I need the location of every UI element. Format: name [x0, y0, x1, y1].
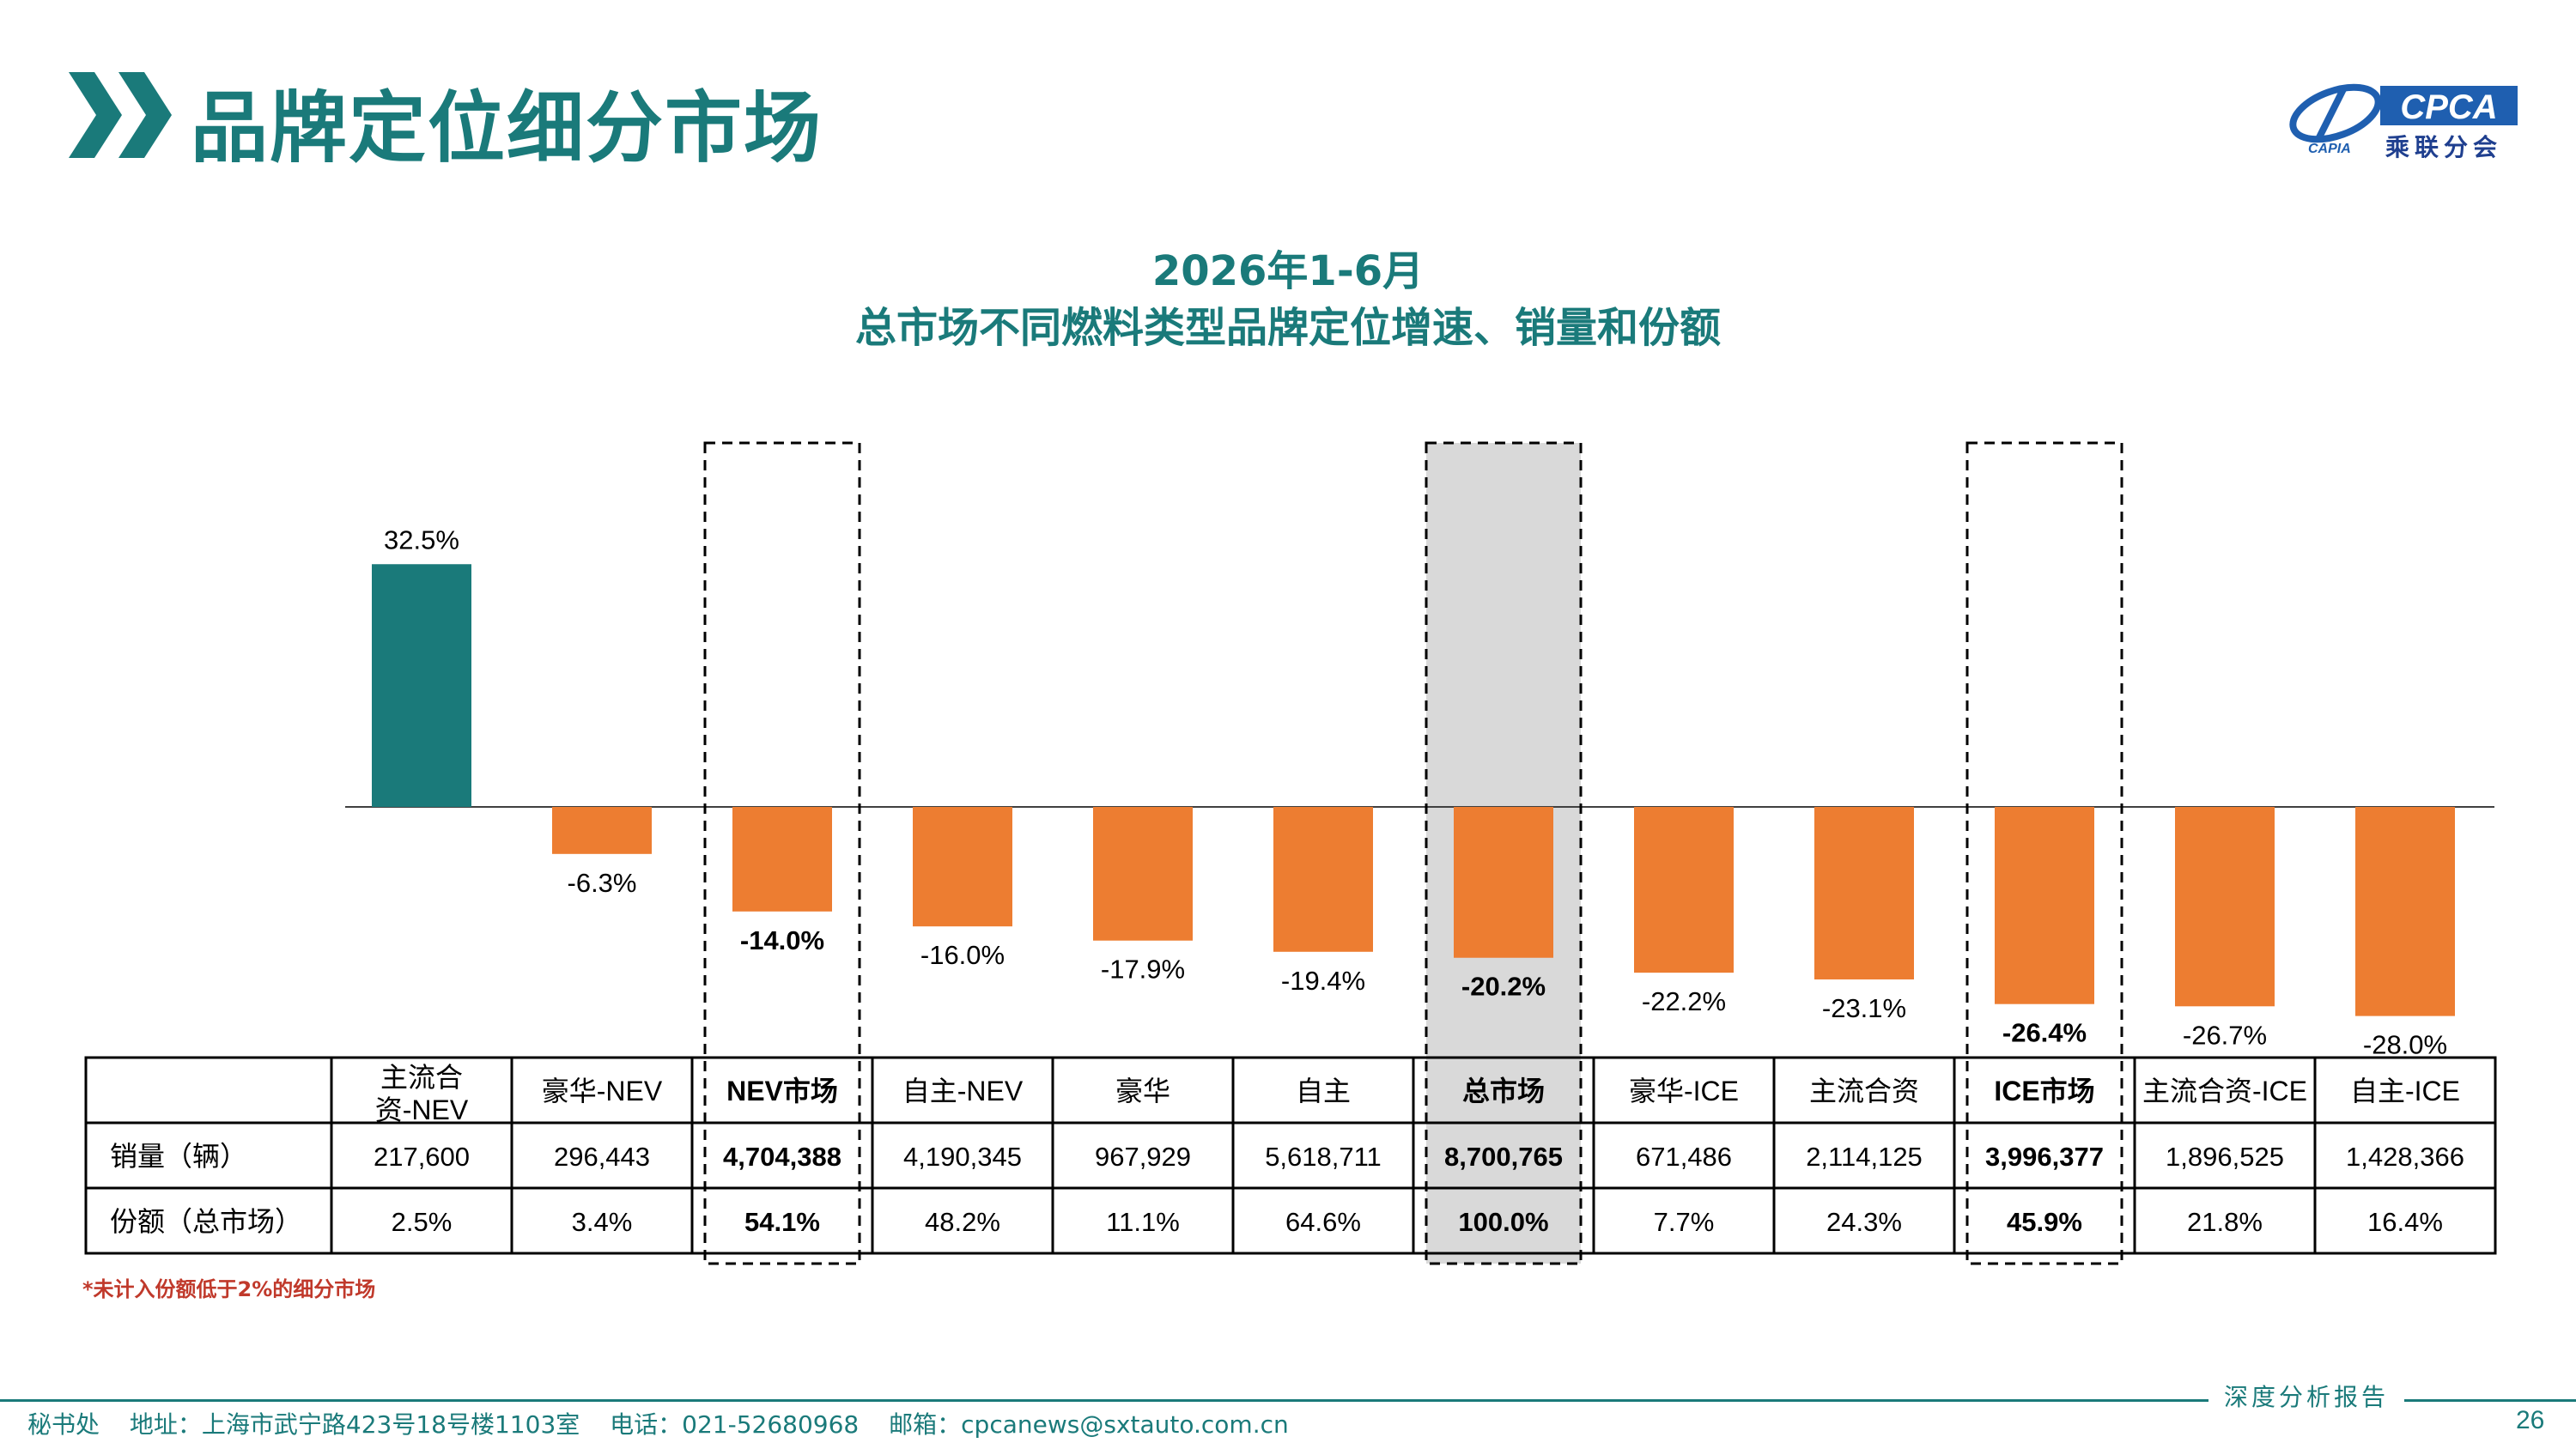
- highlight-box: [1965, 441, 2123, 1265]
- table-row-label: 份额（总市场）: [110, 1206, 302, 1237]
- highlight-box: [1425, 441, 1583, 1265]
- footer-address: 地址：上海市武宁路423号18号楼1103室: [129, 1410, 580, 1439]
- report-label: 深度分析报告: [2208, 1379, 2405, 1413]
- data-label: -26.4%: [2002, 1018, 2087, 1048]
- table-cell: 16.4%: [2367, 1207, 2443, 1237]
- data-label: -22.2%: [1642, 986, 1726, 1016]
- tick-label: 总市场: [1462, 1076, 1545, 1106]
- table-cell: 54.1%: [744, 1207, 820, 1237]
- footer-contact: 秘书处 地址：上海市武宁路423号18号楼1103室 电话：021-526809…: [27, 1406, 1311, 1440]
- table-cell: 4,704,388: [723, 1142, 841, 1172]
- tick-label: 主流合资: [1809, 1076, 1919, 1106]
- footer-phone: 电话：021-52680968: [610, 1410, 860, 1439]
- table-cell: 217,600: [374, 1142, 470, 1172]
- chart-title: 总市场不同燃料类型品牌定位增速、销量和份额: [854, 304, 1721, 352]
- table-cell: 45.9%: [2007, 1207, 2082, 1237]
- table-cell: 3.4%: [572, 1207, 633, 1237]
- cpca-logo: CPCA CAPIA: [2289, 83, 2518, 156]
- table-cell: 967,929: [1095, 1142, 1191, 1172]
- data-label: -28.0%: [2363, 1030, 2447, 1060]
- data-label: -14.0%: [740, 925, 824, 955]
- table-cell: 11.1%: [1106, 1207, 1180, 1237]
- tick-label: ICE市场: [1994, 1076, 2094, 1106]
- table-cell: 64.6%: [1285, 1207, 1361, 1237]
- tick-label: 主流合: [380, 1062, 463, 1093]
- chart-subtitle: 2026年1-6月: [1151, 247, 1425, 295]
- highlight-box: [703, 441, 861, 1265]
- data-label: -20.2%: [1461, 972, 1546, 1002]
- header-chevron-icon: [69, 72, 172, 158]
- table-cell: 2.5%: [392, 1207, 453, 1237]
- table-cell: 8,700,765: [1444, 1142, 1563, 1172]
- bar: [1454, 807, 1553, 958]
- footer-email[interactable]: 邮箱：cpcanews@sxtauto.com.cn: [889, 1410, 1289, 1439]
- table-cell: 296,443: [554, 1142, 650, 1172]
- data-label: -19.4%: [1281, 966, 1365, 996]
- tick-label: 自主-NEV: [902, 1076, 1024, 1106]
- bar: [372, 564, 471, 807]
- bar: [2355, 807, 2455, 1016]
- footer-office: 秘书处: [27, 1410, 100, 1439]
- table-row-label: 销量（辆）: [110, 1141, 247, 1172]
- table-cell: 21.8%: [2187, 1207, 2263, 1237]
- data-label: -17.9%: [1101, 955, 1185, 985]
- footer-divider: [0, 1399, 2576, 1402]
- footnote: *未计入份额低于2%的细分市场: [82, 1277, 376, 1301]
- table-cell: 5,618,711: [1265, 1142, 1382, 1172]
- table-cell: 671,486: [1636, 1142, 1732, 1172]
- logo-small-text: CAPIA: [2308, 142, 2351, 156]
- logo-text: CPCA: [2400, 88, 2497, 126]
- table-cell: 2,114,125: [1806, 1142, 1923, 1172]
- table-cell: 100.0%: [1458, 1207, 1548, 1237]
- bar: [732, 807, 832, 912]
- bar: [1814, 807, 1914, 979]
- bar: [552, 807, 652, 854]
- bar: [1634, 807, 1734, 973]
- tick-label: 豪华: [1115, 1076, 1170, 1106]
- page-number: 26: [2516, 1406, 2545, 1434]
- bar: [2175, 807, 2275, 1007]
- table-cell: 1,896,525: [2166, 1142, 2284, 1172]
- data-label: -16.0%: [920, 940, 1005, 970]
- page-title: 品牌定位细分市场: [191, 83, 823, 173]
- tick-label: 自主: [1296, 1076, 1351, 1106]
- tick-label: 自主-ICE: [2350, 1076, 2460, 1106]
- tick-label: 豪华-NEV: [542, 1076, 663, 1106]
- table-cell: 1,428,366: [2346, 1142, 2464, 1172]
- bar: [1093, 807, 1193, 941]
- table-cell: 7.7%: [1654, 1207, 1715, 1237]
- table-cell: 4,190,345: [903, 1142, 1022, 1172]
- bar: [1995, 807, 2094, 1004]
- table-cell: 24.3%: [1826, 1207, 1902, 1237]
- tick-label: NEV市场: [726, 1076, 838, 1106]
- data-label: -6.3%: [568, 868, 637, 898]
- tick-label: 豪华-ICE: [1629, 1076, 1739, 1106]
- table-cell: 48.2%: [925, 1207, 1000, 1237]
- data-label: -23.1%: [1822, 993, 1906, 1023]
- data-label: -26.7%: [2183, 1020, 2267, 1050]
- table-cell: 3,996,377: [1985, 1142, 2104, 1172]
- bar: [913, 807, 1012, 927]
- tick-label: 主流合资-ICE: [2142, 1076, 2307, 1106]
- bar: [1273, 807, 1373, 952]
- logo-cn-text: 乘联分会: [2385, 133, 2503, 161]
- data-label: 32.5%: [384, 524, 459, 555]
- tick-label: 资-NEV: [375, 1094, 469, 1125]
